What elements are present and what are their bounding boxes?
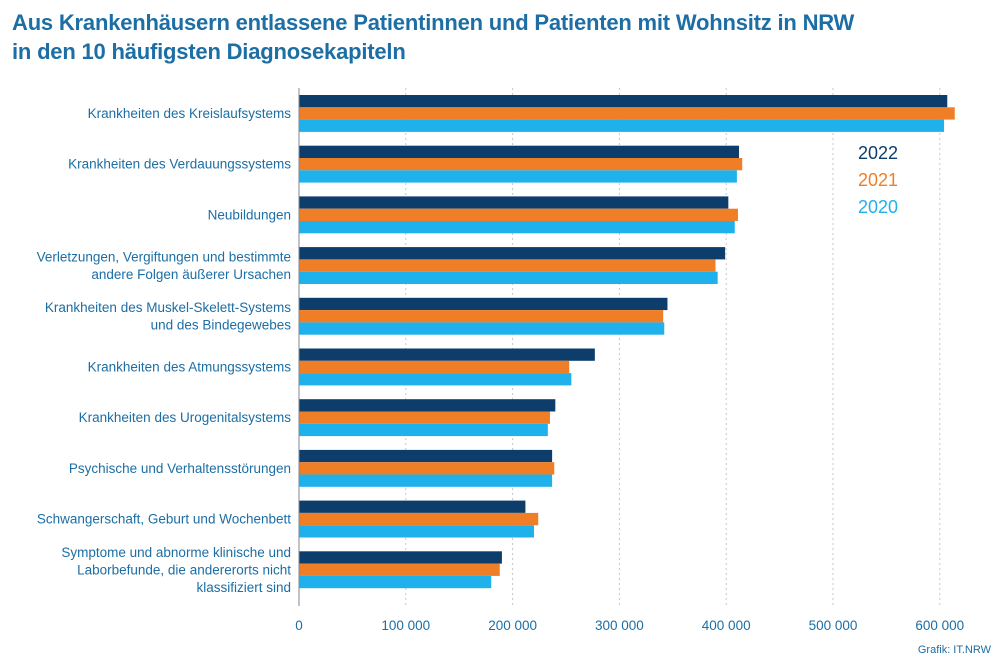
bar-2020 <box>299 423 548 437</box>
graphic-credit: Grafik: IT.NRW <box>917 644 991 656</box>
bar-2021 <box>299 208 738 221</box>
bar-2021 <box>299 462 555 475</box>
bar-2022 <box>299 500 526 513</box>
category-label: und des Bindegewebes <box>151 318 292 333</box>
bar-2022 <box>299 348 595 361</box>
bar-2021 <box>299 259 716 272</box>
category-label: Schwangerschaft, Geburt und Wochenbett <box>37 512 291 527</box>
legend-2020: 2020 <box>858 197 898 217</box>
category-label: Krankheiten des Verdauungssystems <box>68 157 291 172</box>
legend-2022: 2022 <box>858 143 898 163</box>
x-tick-label: 500 000 <box>809 618 858 633</box>
bar-2020 <box>299 170 737 183</box>
bar-2022 <box>299 551 502 564</box>
bar-2021 <box>299 563 500 576</box>
x-tick-label: 300 000 <box>595 618 644 633</box>
bar-2021 <box>299 158 743 171</box>
bar-2020 <box>299 525 534 538</box>
bar-2020 <box>299 271 718 284</box>
category-label: Laborbefunde, die andererorts nicht <box>77 562 291 577</box>
chart-title-line-2: in den 10 häufigsten Diagnosekapiteln <box>12 39 406 64</box>
x-tick-label: 0 <box>295 618 303 633</box>
category-label: Verletzungen, Vergiftungen und bestimmte <box>37 249 291 264</box>
category-label: andere Folgen äußerer Ursachen <box>91 267 291 282</box>
bar-2020 <box>299 119 945 132</box>
x-tick-label: 200 000 <box>488 618 537 633</box>
bar-2022 <box>299 297 668 311</box>
bar-2022 <box>299 449 553 463</box>
x-tick-label: 600 000 <box>915 618 964 633</box>
bar-2020 <box>299 474 553 487</box>
category-label: Krankheiten des Urogenitalsystems <box>79 410 292 425</box>
category-label: Krankheiten des Kreislaufsystems <box>88 106 292 121</box>
x-tick-label: 400 000 <box>702 618 751 633</box>
category-label: Krankheiten des Muskel-Skelett-Systems <box>45 300 291 315</box>
bar-2022 <box>299 399 556 412</box>
bar-2022 <box>299 95 948 108</box>
bar-2021 <box>299 360 570 374</box>
bar-2020 <box>299 221 735 234</box>
bar-2021 <box>299 411 550 424</box>
bar-2022 <box>299 145 740 158</box>
category-label: Neubildungen <box>208 207 291 222</box>
x-tick-label: 100 000 <box>381 618 430 633</box>
bar-2021 <box>299 107 955 120</box>
category-label: Symptome und abnorme klinische und <box>61 545 291 560</box>
bar-2020 <box>299 322 665 335</box>
chart-title: Aus Krankenhäusern entlassene Patientinn… <box>12 8 854 66</box>
bar-2022 <box>299 247 726 260</box>
bar-2021 <box>299 310 664 323</box>
bar-2020 <box>299 575 492 589</box>
category-label: Krankheiten des Atmungssystems <box>88 359 292 374</box>
category-label: Psychische und Verhaltensstörungen <box>69 461 291 476</box>
bar-2022 <box>299 196 729 209</box>
bar-2021 <box>299 512 539 526</box>
category-label: klassifiziert sind <box>196 580 291 595</box>
legend-2021: 2021 <box>858 170 898 190</box>
chart-title-line-1: Aus Krankenhäusern entlassene Patientinn… <box>12 10 855 35</box>
bar-2020 <box>299 373 572 386</box>
